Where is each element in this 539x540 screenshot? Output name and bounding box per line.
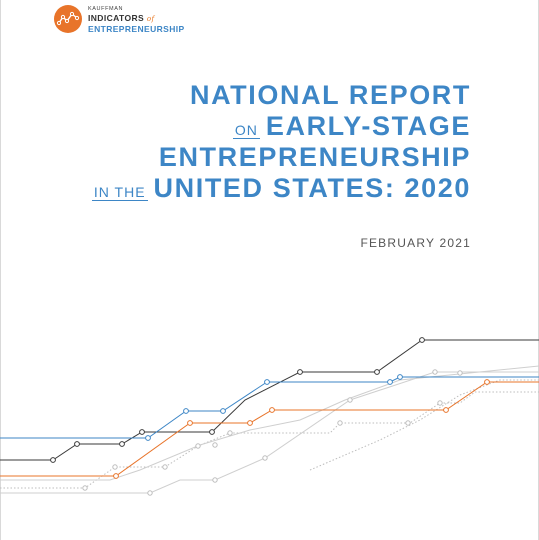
art-marker <box>337 420 343 426</box>
logo-wordmark: KAUFFMAN INDICATORS of ENTREPRENEURSHIP <box>88 6 185 34</box>
art-line-gray-dotted-2 <box>309 379 539 471</box>
logo-kauffman: KAUFFMAN <box>88 6 124 12</box>
logo-entrepreneurship: ENTREPRENEURSHIP <box>88 24 185 34</box>
decorative-line-graphic <box>0 337 539 496</box>
art-marker <box>145 435 151 441</box>
report-date: FEBRUARY 2021 <box>360 236 471 250</box>
title-line-4: IN THE UNITED STATES: 2020 <box>91 173 471 204</box>
art-marker <box>443 407 449 413</box>
art-marker <box>297 369 303 375</box>
art-marker <box>347 397 353 403</box>
art-line-dark <box>0 339 539 461</box>
art-marker <box>147 490 153 496</box>
art-marker <box>374 369 380 375</box>
art-marker <box>247 420 253 426</box>
title-in-the: IN THE <box>91 184 148 201</box>
art-marker <box>183 408 189 414</box>
logo-mark-icon <box>54 5 82 33</box>
art-line-blue <box>0 376 539 439</box>
logo-indicators: INDICATORS of <box>88 13 185 24</box>
title-line-2: ON EARLY-STAGE <box>92 111 471 142</box>
art-line-gray-2 <box>0 365 539 481</box>
title-united-states: UNITED STATES: 2020 <box>153 173 471 203</box>
art-marker <box>139 429 145 435</box>
art-marker <box>212 442 218 448</box>
logo-of: of <box>146 15 155 23</box>
art-marker <box>397 374 403 380</box>
art-marker <box>112 464 118 470</box>
art-marker <box>437 400 443 406</box>
art-marker <box>432 369 438 375</box>
title-on: ON <box>232 122 260 139</box>
art-marker <box>212 477 218 483</box>
art-line-gray-dotted-1 <box>0 391 539 489</box>
art-marker <box>195 443 201 449</box>
art-marker <box>387 379 393 385</box>
title-early-stage: EARLY-STAGE <box>265 111 471 141</box>
art-marker <box>209 429 215 435</box>
art-marker <box>50 457 56 463</box>
art-marker <box>220 408 226 414</box>
title-line-1: NATIONAL REPORT <box>189 80 471 110</box>
art-marker <box>227 430 233 436</box>
art-marker <box>264 379 270 385</box>
art-marker <box>187 420 193 426</box>
report-title: NATIONAL REPORT ON EARLY-STAGE ENTREPRENE… <box>91 80 471 204</box>
art-marker <box>262 455 268 461</box>
art-marker <box>82 485 88 491</box>
art-marker <box>419 337 425 343</box>
art-marker <box>457 370 463 376</box>
art-marker <box>119 441 125 447</box>
page-edge-left <box>0 0 1 540</box>
art-marker <box>74 441 80 447</box>
art-marker <box>113 473 119 479</box>
logo-indicators-text: INDICATORS <box>88 13 145 23</box>
art-marker <box>484 379 490 385</box>
art-line-orange <box>0 381 539 477</box>
title-line-3: ENTREPRENEURSHIP <box>158 142 471 172</box>
art-marker <box>269 407 275 413</box>
art-marker <box>162 464 168 470</box>
art-marker <box>405 420 411 426</box>
